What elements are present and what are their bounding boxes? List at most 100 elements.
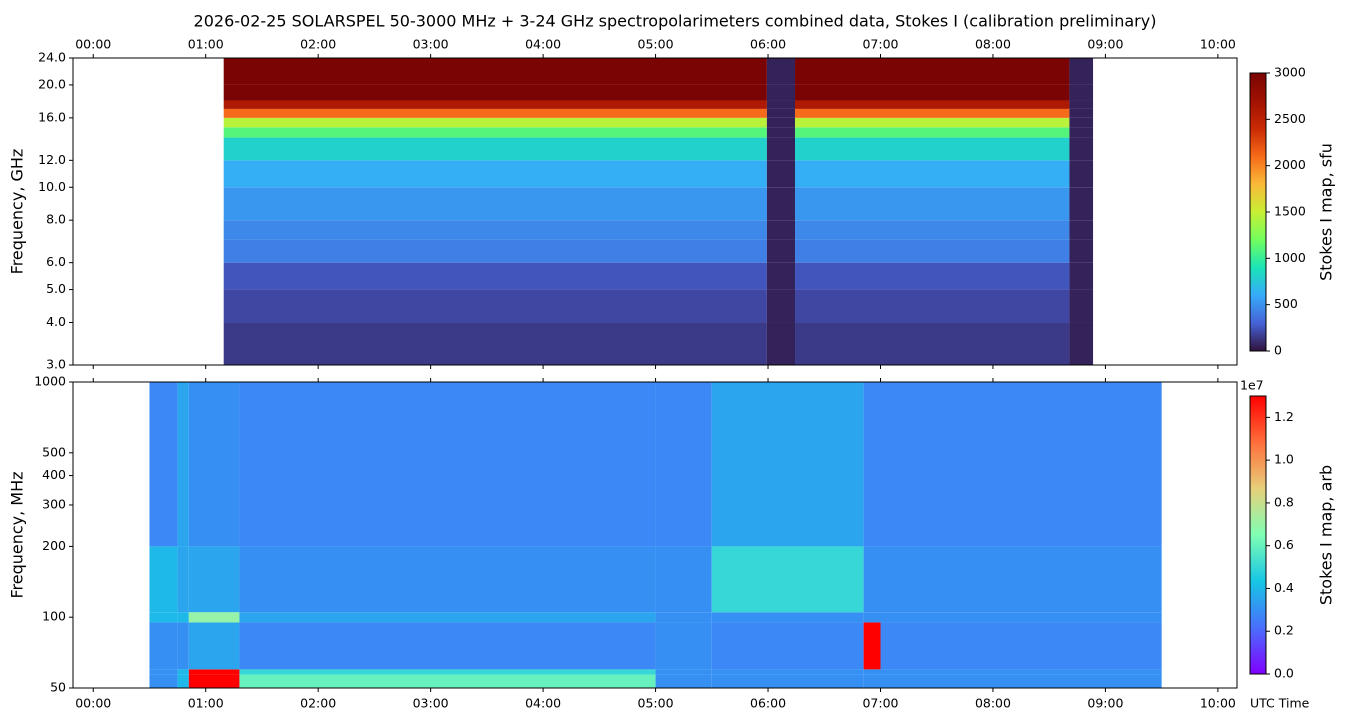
heatmap-cell <box>239 546 656 613</box>
y-tick-label: 200 <box>42 538 66 553</box>
heatmap-cell <box>655 669 712 675</box>
y-tick-label: 24.0 <box>38 50 66 65</box>
heatmap-cell <box>766 160 796 188</box>
heatmap-cell <box>223 84 767 101</box>
heatmap-cell <box>223 127 767 138</box>
heatmap-cell <box>766 239 796 263</box>
plot-frame <box>72 57 1238 366</box>
x-tick-label: 10:00 <box>1200 696 1236 711</box>
heatmap-cell <box>766 322 796 365</box>
colorbar-tick-label: 1500 <box>1274 204 1306 219</box>
heatmap-cell <box>223 262 767 290</box>
colorbar-label: Stokes I map, arb <box>1317 465 1336 605</box>
heatmap-cell <box>863 546 881 613</box>
colorbar-offset: 1e7 <box>1240 378 1264 393</box>
heatmap-cell <box>223 220 767 240</box>
heatmap-cell <box>188 669 240 675</box>
heatmap-cell <box>149 674 178 688</box>
x-tick-label: 08:00 <box>975 696 1011 711</box>
heatmap-cell <box>863 674 881 688</box>
heatmap-cell <box>766 137 796 161</box>
heatmap-cell <box>711 546 864 613</box>
colorbar-tick-label: 0.8 <box>1274 494 1294 509</box>
heatmap-cell <box>766 262 796 290</box>
heatmap-cell <box>880 674 1162 688</box>
heatmap-cell <box>223 289 767 323</box>
heatmap-cell <box>863 669 881 675</box>
x-tick-label: 10:00 <box>1200 37 1236 52</box>
heatmap-cell <box>1069 289 1094 323</box>
y-tick-label: 8.0 <box>46 212 66 227</box>
heatmap-cell <box>1069 58 1094 85</box>
heatmap-cell <box>188 674 240 688</box>
heatmap-cell <box>239 674 656 688</box>
heatmap-cell <box>880 546 1162 613</box>
heatmap-cell <box>1069 160 1094 188</box>
heatmap-cell <box>795 160 1070 188</box>
heatmap-cell <box>711 382 864 547</box>
x-tick-label: 05:00 <box>638 37 674 52</box>
heatmap-cell <box>711 674 864 688</box>
x-tick-label: 04:00 <box>525 696 561 711</box>
plot-frame <box>72 381 1238 689</box>
heatmap-cell <box>223 58 767 85</box>
heatmap-cell <box>223 100 767 109</box>
x-tick-label: 06:00 <box>750 696 786 711</box>
colorbar-tick-label: 2500 <box>1274 111 1306 126</box>
heatmap-cell <box>711 669 864 675</box>
x-tick-label: 00:00 <box>75 696 111 711</box>
heatmap-cell <box>177 669 189 675</box>
y-tick-label: 3.0 <box>46 357 66 372</box>
x-tick-label: 05:00 <box>638 696 674 711</box>
x-tick-label: 00:00 <box>75 37 111 52</box>
heatmap-cell <box>239 669 656 675</box>
colorbar-tick-label: 500 <box>1274 296 1298 311</box>
heatmap-cell <box>1069 239 1094 263</box>
heatmap-cell <box>188 382 240 547</box>
heatmap-cell <box>1069 84 1094 101</box>
y-axis-label: Frequency, MHz <box>8 471 27 598</box>
heatmap-cell <box>239 382 656 547</box>
heatmap-cell <box>711 612 864 623</box>
heatmap-cell <box>177 382 189 547</box>
heatmap-cell <box>880 669 1162 675</box>
heatmap-cell <box>188 622 240 670</box>
heatmap-cell <box>711 622 864 670</box>
x-tick-label: 09:00 <box>1087 696 1123 711</box>
y-tick-label: 6.0 <box>46 254 66 269</box>
colorbar-tick-label: 1000 <box>1274 250 1306 265</box>
heatmap-cell <box>1069 262 1094 290</box>
heatmap-cell <box>766 100 796 109</box>
heatmap-cell <box>766 58 796 85</box>
colorbar <box>1249 395 1267 675</box>
heatmap-cell <box>795 117 1070 128</box>
y-axis-label: Frequency, GHz <box>8 149 27 275</box>
colorbar-tick-label: 0 <box>1274 343 1282 358</box>
colorbar-tick-label: 0.2 <box>1274 623 1294 638</box>
x-tick-label: 02:00 <box>300 696 336 711</box>
heatmap-cell <box>149 669 178 675</box>
heatmap-cell <box>795 220 1070 240</box>
y-tick-label: 16.0 <box>38 109 66 124</box>
x-tick-label: 07:00 <box>862 696 898 711</box>
heatmap-cell <box>655 622 712 670</box>
heatmap-cell <box>149 622 178 670</box>
heatmap-cell <box>795 239 1070 263</box>
y-tick-label: 400 <box>42 467 66 482</box>
y-tick-label: 5.0 <box>46 281 66 296</box>
colorbar <box>1249 72 1267 352</box>
heatmap-cell <box>655 612 712 623</box>
y-tick-label: 300 <box>42 496 66 511</box>
chart-title: 2026-02-25 SOLARSPEL 50-3000 MHz + 3-24 … <box>194 12 1157 31</box>
y-tick-label: 20.0 <box>38 76 66 91</box>
heatmap-cell <box>177 612 189 623</box>
heatmap-cell <box>149 612 178 623</box>
colorbar-tick-label: 2000 <box>1274 157 1306 172</box>
x-tick-label: 09:00 <box>1087 37 1123 52</box>
heatmap-cell <box>880 612 1162 623</box>
y-tick-label: 500 <box>42 444 66 459</box>
heatmap-cell <box>223 137 767 161</box>
heatmap-cell <box>766 127 796 138</box>
heatmap-cell <box>223 117 767 128</box>
